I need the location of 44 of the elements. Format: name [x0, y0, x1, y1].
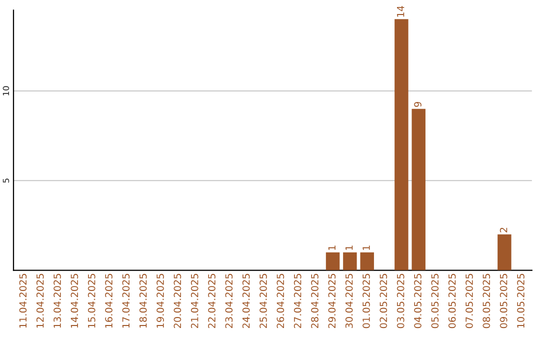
x-tick-label: 13.04.2025: [54, 274, 61, 328]
data-label: 9: [414, 102, 422, 107]
bar: [360, 252, 374, 270]
x-tick-label: 07.05.2025: [466, 274, 473, 328]
y-tick-label: 5: [2, 178, 10, 183]
x-tick-label: 26.04.2025: [276, 274, 284, 328]
x-tick-label: 12.04.2025: [36, 274, 44, 328]
bar: [394, 19, 408, 270]
x-tick-label: 09.05.2025: [500, 274, 508, 328]
x-tick-label: 08.05.2025: [482, 274, 490, 328]
x-tick-label: 05.05.2025: [431, 274, 439, 328]
bar: [412, 108, 426, 270]
bar: [326, 252, 340, 270]
x-tick-label: 01.05.2025: [362, 274, 370, 328]
x-tick-label: 03.05.2025: [396, 274, 404, 328]
bar: [498, 234, 512, 270]
x-tick-label: 22.04.2025: [208, 274, 216, 328]
data-label: 1: [362, 246, 370, 250]
x-tick-label: 30.04.2025: [345, 274, 353, 328]
x-tick-label: 14.04.2025: [70, 274, 78, 328]
data-label: 1: [328, 246, 336, 250]
x-tick-label: 17.04.2025: [122, 274, 130, 328]
x-tick-label: 11.04.2025: [19, 274, 27, 328]
x-tick-label: 02.05.2025: [380, 274, 388, 328]
bar: [343, 252, 357, 270]
x-tick-label: 10.05.2025: [517, 274, 524, 328]
x-tick-label: 28.04.2025: [311, 274, 318, 328]
x-tick-label: 25.04.2025: [260, 274, 267, 328]
data-label: 2: [500, 228, 508, 232]
x-tick-label: 21.04.2025: [190, 274, 198, 328]
x-tick-label: 06.05.2025: [448, 274, 456, 328]
x-tick-label: 18.04.2025: [139, 274, 147, 328]
x-tick-label: 16.04.2025: [105, 274, 112, 328]
x-tick-label: 15.04.2025: [88, 274, 96, 328]
x-tick-label: 04.05.2025: [414, 274, 422, 328]
x-tick-label: 29.04.2025: [328, 274, 336, 328]
data-label: 1: [346, 246, 353, 250]
y-tick-label: 10: [2, 86, 10, 96]
x-tick-label: 27.04.2025: [294, 274, 302, 328]
x-tick-label: 19.04.2025: [156, 274, 164, 328]
x-tick-label: 24.04.2025: [242, 274, 250, 328]
x-tick-label: 20.04.2025: [174, 274, 182, 328]
x-tick-label: 23.04.2025: [225, 274, 233, 328]
data-label: 14: [397, 6, 404, 17]
